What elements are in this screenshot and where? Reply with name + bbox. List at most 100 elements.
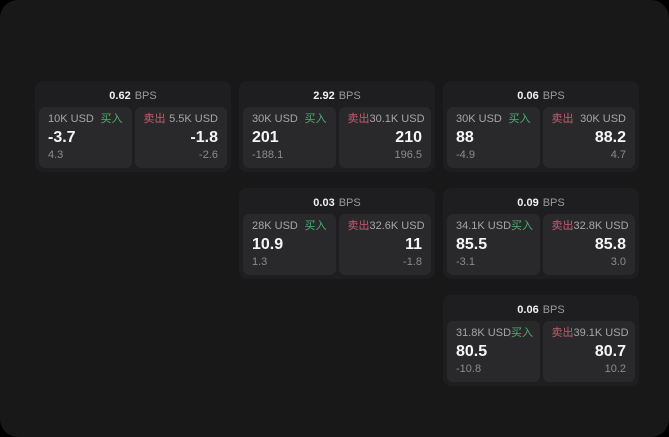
quote-panels: 31.8K USD 买入 80.5 -10.8 卖出 39.1K USD 80.… xyxy=(447,321,635,382)
sell-panel[interactable]: 卖出 30.1K USD 210 196.5 xyxy=(338,107,431,168)
sell-panel[interactable]: 卖出 5.5K USD -1.8 -2.6 xyxy=(134,107,227,168)
sell-amount: 5.5K USD xyxy=(169,113,218,125)
buy-change: 1.3 xyxy=(252,256,268,268)
sell-panel-header: 卖出 5.5K USD xyxy=(144,114,219,125)
sell-change: -1.8 xyxy=(403,256,422,268)
bps-unit-label: BPS xyxy=(542,303,565,316)
buy-change: -188.1 xyxy=(252,149,284,161)
quote-card: 0.06 BPS 30K USD 买入 88 -4.9 卖出 30K USD 8… xyxy=(443,81,639,172)
sell-panel-header: 卖出 30.1K USD xyxy=(347,113,425,125)
sell-panel[interactable]: 卖出 30K USD 88.2 4.7 xyxy=(542,107,635,168)
quote-panels: 30K USD 买入 88 -4.9 卖出 30K USD 88.2 4.7 xyxy=(447,107,635,168)
buy-side-label: 买入 xyxy=(100,113,123,125)
buy-panel[interactable]: 30K USD 买入 88 -4.9 xyxy=(447,107,540,168)
buy-amount: 10K USD xyxy=(48,113,94,125)
bps-header: 0.06 BPS xyxy=(447,299,635,321)
bps-value: 0.09 xyxy=(517,196,539,209)
buy-amount: 30K USD xyxy=(252,113,298,125)
sell-panel-header: 卖出 39.1K USD xyxy=(551,327,629,339)
buy-panel-header: 30K USD 买入 xyxy=(456,114,531,125)
sell-amount: 30K USD xyxy=(580,113,626,125)
sell-side-label: 卖出 xyxy=(551,113,574,125)
bps-header: 0.06 BPS xyxy=(447,85,635,107)
buy-panel[interactable]: 28K USD 买入 10.9 1.3 xyxy=(243,214,336,275)
quote-panels: 34.1K USD 买入 85.5 -3.1 卖出 32.8K USD 85.8… xyxy=(447,214,635,275)
buy-amount: 30K USD xyxy=(456,113,502,125)
sell-side-label: 卖出 xyxy=(347,113,370,125)
buy-change: -10.8 xyxy=(456,363,482,375)
sell-change: 3.0 xyxy=(610,256,626,268)
sell-side-label: 卖出 xyxy=(551,220,574,232)
buy-change: 4.3 xyxy=(48,149,64,161)
buy-panel-header: 28K USD 买入 xyxy=(252,221,327,232)
quote-card: 0.62 BPS 10K USD 买入 -3.7 4.3 卖出 5.5K USD… xyxy=(35,81,231,172)
buy-panel[interactable]: 10K USD 买入 -3.7 4.3 xyxy=(39,107,132,168)
sell-price: 85.8 xyxy=(594,235,626,253)
buy-panel[interactable]: 31.8K USD 买入 80.5 -10.8 xyxy=(447,321,540,382)
bps-value: 0.03 xyxy=(313,196,335,209)
sell-price: -1.8 xyxy=(190,128,218,146)
bps-unit-label: BPS xyxy=(338,196,361,209)
sell-panel[interactable]: 卖出 39.1K USD 80.7 10.2 xyxy=(542,321,635,382)
quote-panels: 28K USD 买入 10.9 1.3 卖出 32.6K USD 11 -1.8 xyxy=(243,214,431,275)
quote-panels: 30K USD 买入 201 -188.1 卖出 30.1K USD 210 1… xyxy=(243,107,431,168)
bps-unit-label: BPS xyxy=(542,196,565,209)
buy-price: 85.5 xyxy=(456,235,488,253)
sell-amount: 32.8K USD xyxy=(573,220,629,232)
buy-side-label: 买入 xyxy=(511,220,534,232)
buy-panel-header: 30K USD 买入 xyxy=(252,114,327,125)
buy-panel-header: 34.1K USD 买入 xyxy=(456,220,534,232)
sell-change: -2.6 xyxy=(199,149,218,161)
bps-unit-label: BPS xyxy=(542,89,565,102)
sell-amount: 32.6K USD xyxy=(369,220,425,232)
buy-price: 88 xyxy=(456,128,474,146)
bps-header: 0.03 BPS xyxy=(243,192,431,214)
buy-price: 201 xyxy=(252,128,279,146)
buy-change: -4.9 xyxy=(456,149,475,161)
sell-side-label: 卖出 xyxy=(551,327,574,339)
sell-panel-header: 卖出 32.8K USD xyxy=(551,220,629,232)
buy-side-label: 买入 xyxy=(304,113,327,125)
bps-value: 0.06 xyxy=(517,303,539,316)
sell-side-label: 卖出 xyxy=(347,220,370,232)
sell-price: 11 xyxy=(405,235,422,253)
bps-value: 0.62 xyxy=(109,89,131,102)
sell-amount: 30.1K USD xyxy=(369,113,425,125)
buy-panel[interactable]: 30K USD 买入 201 -188.1 xyxy=(243,107,336,168)
sell-price: 80.7 xyxy=(594,342,626,360)
buy-price: -3.7 xyxy=(48,128,76,146)
quote-panels: 10K USD 买入 -3.7 4.3 卖出 5.5K USD -1.8 -2.… xyxy=(39,107,227,168)
sell-panel-header: 卖出 30K USD xyxy=(552,114,627,125)
bps-unit-label: BPS xyxy=(338,89,361,102)
sell-side-label: 卖出 xyxy=(143,113,166,125)
quote-card: 0.06 BPS 31.8K USD 买入 80.5 -10.8 卖出 39.1… xyxy=(443,295,639,386)
sell-change: 196.5 xyxy=(394,149,422,161)
bps-value: 2.92 xyxy=(313,89,335,102)
quote-card: 2.92 BPS 30K USD 买入 201 -188.1 卖出 30.1K … xyxy=(239,81,435,172)
sell-price: 210 xyxy=(395,128,422,146)
buy-side-label: 买入 xyxy=(508,113,531,125)
bps-header: 2.92 BPS xyxy=(243,85,431,107)
buy-amount: 34.1K USD xyxy=(456,220,512,232)
buy-side-label: 买入 xyxy=(511,327,534,339)
buy-price: 80.5 xyxy=(456,342,488,360)
bps-value: 0.06 xyxy=(517,89,539,102)
sell-amount: 39.1K USD xyxy=(573,327,629,339)
sell-panel[interactable]: 卖出 32.8K USD 85.8 3.0 xyxy=(542,214,635,275)
cards-grid: 0.62 BPS 10K USD 买入 -3.7 4.3 卖出 5.5K USD… xyxy=(35,81,639,386)
buy-change: -3.1 xyxy=(456,256,475,268)
buy-side-label: 买入 xyxy=(304,220,327,232)
buy-panel[interactable]: 34.1K USD 买入 85.5 -3.1 xyxy=(447,214,540,275)
quote-card: 0.03 BPS 28K USD 买入 10.9 1.3 卖出 32.6K US… xyxy=(239,188,435,279)
buy-price: 10.9 xyxy=(252,235,284,253)
buy-amount: 28K USD xyxy=(252,220,298,232)
bps-header: 0.62 BPS xyxy=(39,85,227,107)
sell-panel-header: 卖出 32.6K USD xyxy=(347,220,425,232)
sell-change: 4.7 xyxy=(610,149,626,161)
buy-amount: 31.8K USD xyxy=(456,327,512,339)
sell-panel[interactable]: 卖出 32.6K USD 11 -1.8 xyxy=(338,214,431,275)
buy-panel-header: 31.8K USD 买入 xyxy=(456,327,534,339)
bps-unit-label: BPS xyxy=(134,89,157,102)
quote-card: 0.09 BPS 34.1K USD 买入 85.5 -3.1 卖出 32.8K… xyxy=(443,188,639,279)
